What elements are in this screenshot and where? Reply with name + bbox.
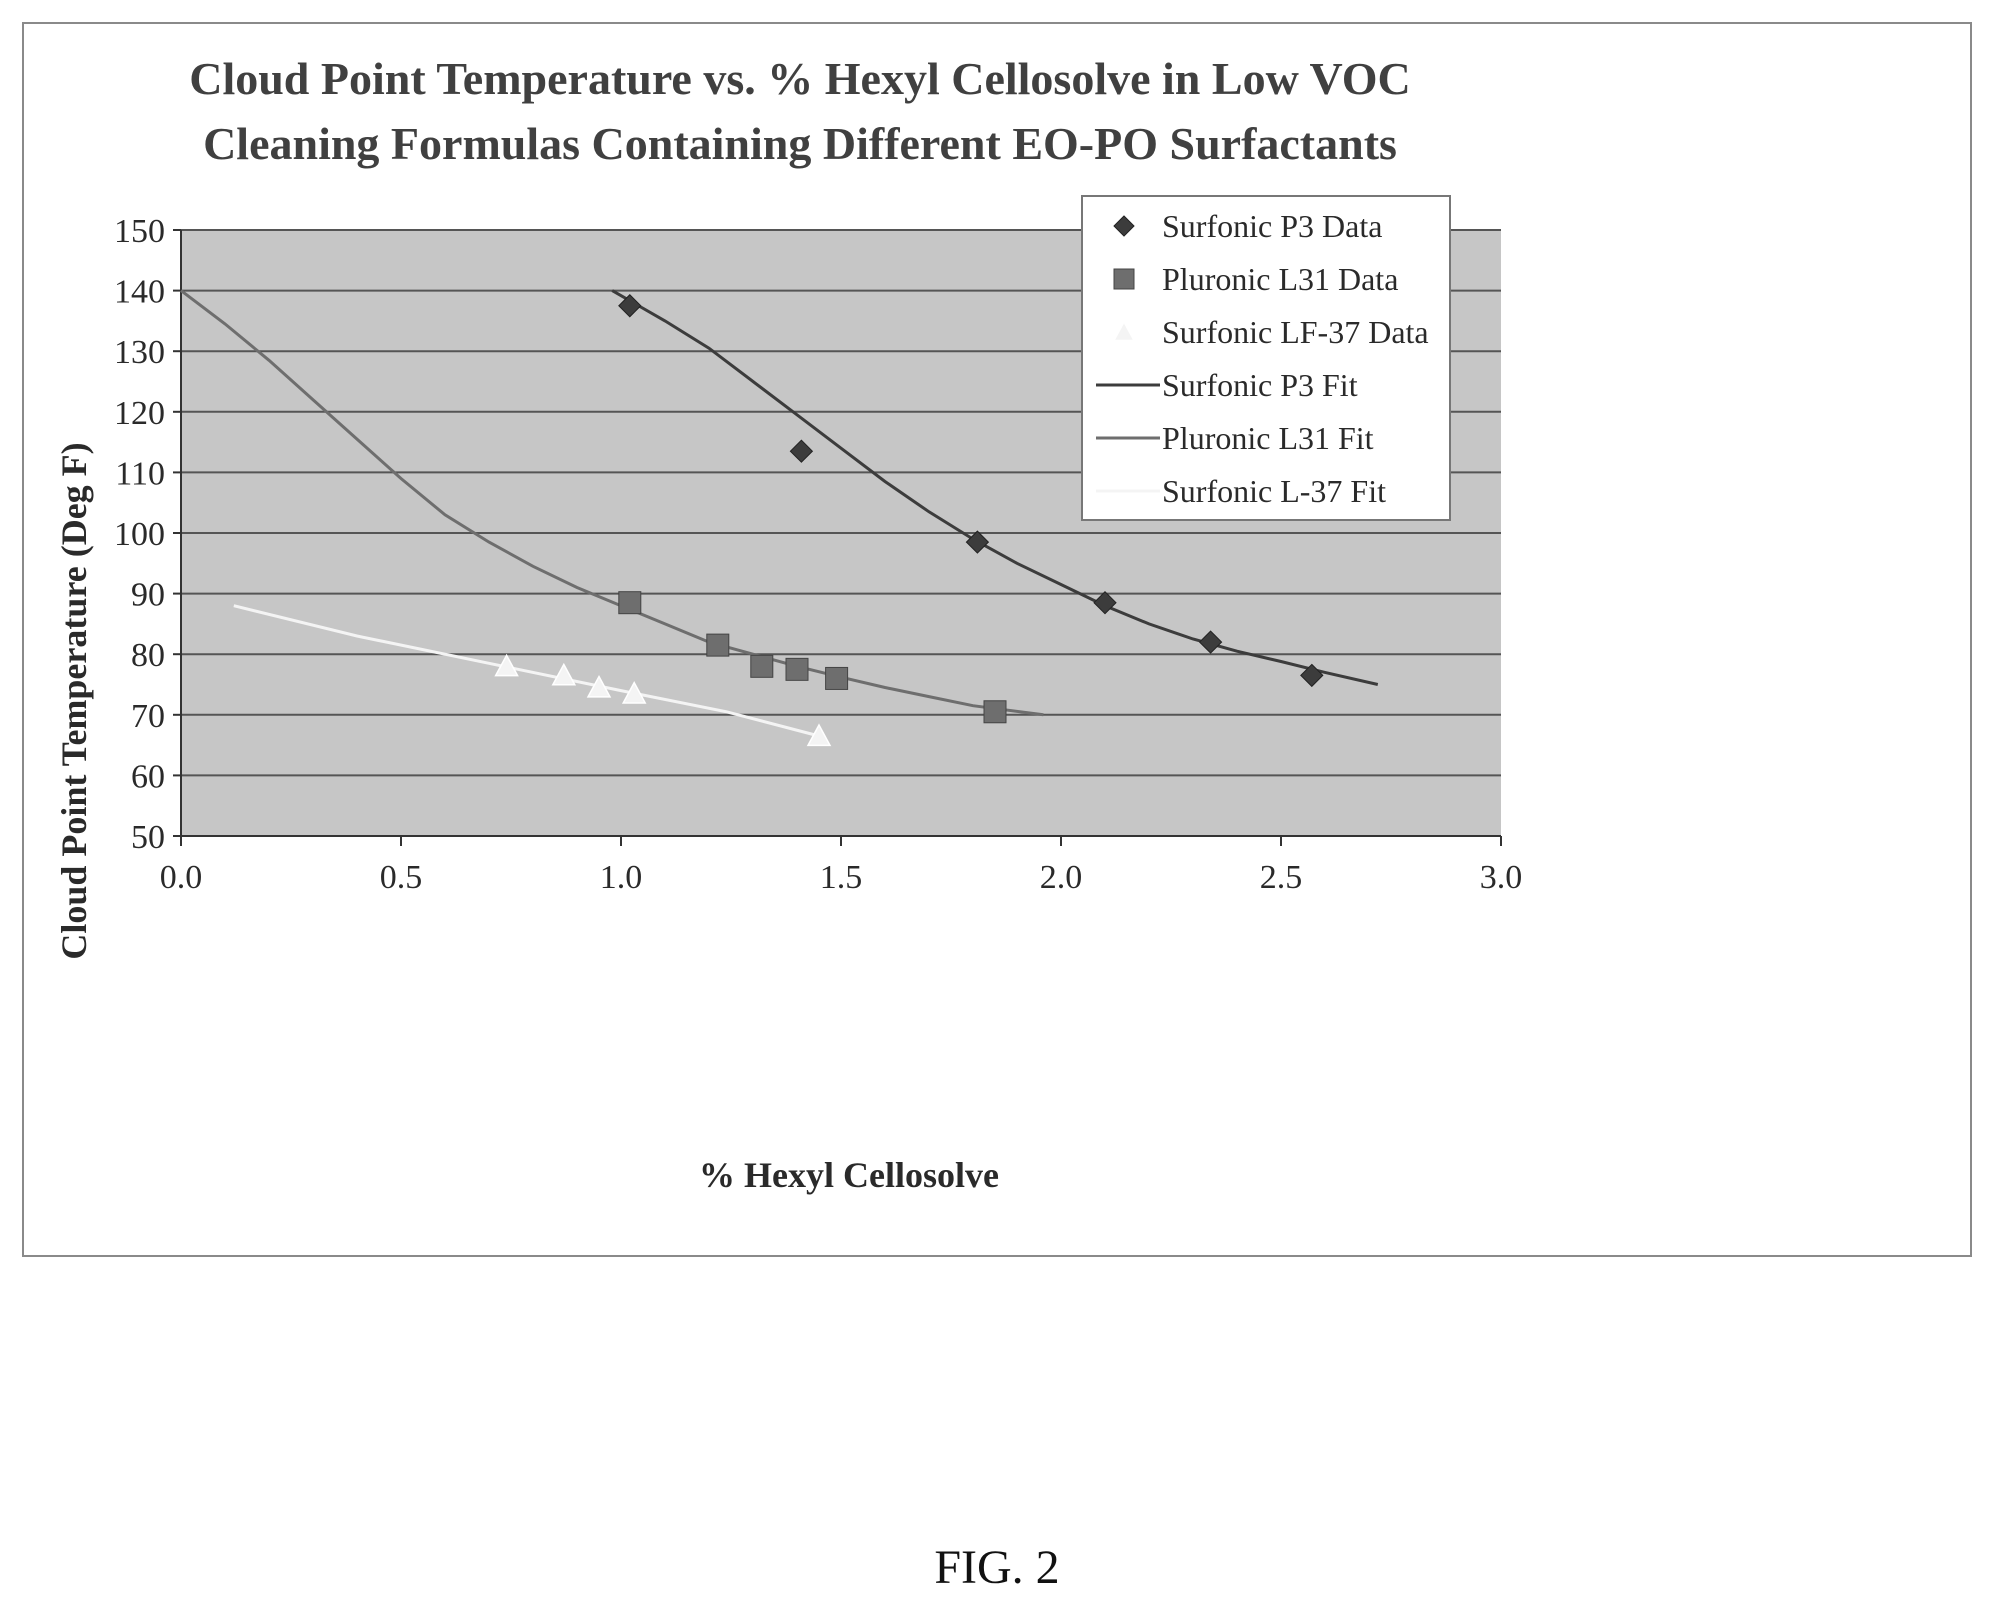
legend-entry: Surfonic P3 Data — [1162, 208, 1382, 244]
data-point-p3 — [1300, 663, 1324, 688]
data-point-lf37 — [621, 681, 647, 704]
data-point-lf37 — [551, 662, 577, 686]
y-tick-label: 120 — [114, 395, 165, 432]
legend-swatch — [1113, 268, 1135, 290]
data-point-lf37 — [586, 674, 612, 698]
x-tick-label: 2.0 — [1040, 859, 1083, 896]
fit-line-l31 — [180, 289, 1044, 717]
legend-entry: Surfonic P3 Fit — [1162, 367, 1358, 403]
data-point-p3 — [965, 530, 990, 554]
data-point-l31 — [785, 657, 809, 681]
chart-title-line-2: Cleaning Formulas Containing Different E… — [203, 118, 1397, 169]
chart-frame: Cloud Point Temperature vs. % Hexyl Cell… — [22, 22, 1972, 1257]
legend-box — [1081, 195, 1451, 521]
x-tick-label: 0.0 — [160, 859, 203, 896]
legend: Surfonic P3 Data Pluronic L31 Data Surfoni… — [1081, 195, 1451, 521]
x-tick-label: 1.5 — [820, 859, 863, 896]
y-tick-label: 150 — [114, 213, 165, 250]
y-tick-label: 60 — [131, 758, 165, 795]
data-point-lf37 — [806, 723, 832, 747]
figure-caption: FIG. 2 — [934, 1541, 1060, 1594]
chart-title-line-1: Cloud Point Temperature vs. % Hexyl Cell… — [189, 53, 1411, 104]
y-tick-label: 50 — [131, 819, 165, 856]
data-point-l31 — [706, 633, 730, 657]
x-tick-label: 3.0 — [1480, 859, 1523, 896]
data-point-p3 — [1093, 590, 1117, 615]
legend-entry: Surfonic LF-37 Data — [1162, 314, 1429, 350]
x-axis-label: % Hexyl Cellosolve — [699, 1155, 999, 1195]
x-tick-label: 2.5 — [1260, 859, 1303, 896]
y-tick-label: 80 — [131, 637, 165, 674]
x-tick-label: 1.0 — [600, 859, 643, 896]
y-tick-label: 90 — [131, 577, 165, 614]
y-tick-label: 70 — [131, 698, 165, 735]
y-tick-label: 100 — [114, 516, 165, 553]
legend-entry: Surfonic L-37 Fit — [1162, 473, 1386, 509]
data-point-p3 — [618, 294, 642, 318]
data-point-l31 — [618, 591, 642, 615]
data-point-l31 — [750, 654, 774, 678]
legend-swatch — [1113, 215, 1135, 237]
data-point-p3 — [789, 439, 814, 463]
y-tick-label: 130 — [114, 334, 165, 371]
legend-entry: Pluronic L31 Fit — [1162, 420, 1374, 456]
data-point-l31 — [983, 700, 1007, 724]
legend-entry: Pluronic L31 Data — [1162, 261, 1398, 297]
data-point-l31 — [825, 666, 849, 690]
fit-line-lf37 — [233, 604, 820, 738]
y-tick-label: 110 — [115, 455, 165, 492]
data-point-p3 — [1198, 630, 1223, 654]
y-axis-label: Cloud Point Temperature (Deg F) — [54, 442, 94, 959]
data-point-lf37 — [494, 653, 519, 677]
legend-swatch — [1112, 320, 1136, 342]
chart-svg: Cloud Point Temperature vs. % Hexyl Cell… — [54, 53, 1523, 1195]
y-tick-label: 140 — [114, 274, 165, 311]
fit-line-p3 — [611, 289, 1379, 686]
x-tick-label: 0.5 — [380, 859, 423, 896]
